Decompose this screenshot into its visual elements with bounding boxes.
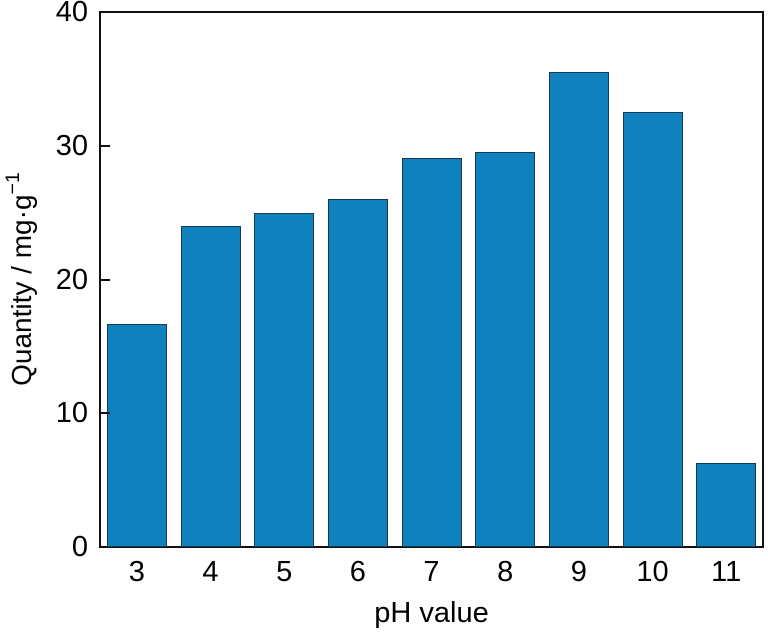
- y-tick-30: [101, 144, 110, 147]
- y-axis-title-exponent: −1: [1, 172, 24, 195]
- y-axis-title: Quantity / mg·g−1: [2, 172, 37, 386]
- bar-ph-8: [475, 152, 536, 547]
- bar-ph-7: [401, 157, 462, 547]
- bar-ph-9: [548, 72, 609, 547]
- x-tick-label-6: 6: [349, 556, 366, 588]
- y-tick-label-0: 0: [71, 531, 88, 563]
- plot-area: [100, 12, 763, 547]
- x-tick-label-5: 5: [276, 556, 293, 588]
- x-axis-title: pH value: [374, 597, 489, 629]
- y-tick-10: [101, 412, 110, 415]
- bar-ph-5: [254, 212, 315, 547]
- y-tick-20: [101, 278, 110, 281]
- x-tick-label-8: 8: [497, 556, 514, 588]
- x-tick-label-4: 4: [202, 556, 219, 588]
- bar-ph-3: [106, 323, 167, 547]
- x-tick-label-10: 10: [636, 556, 669, 588]
- y-axis-title-base: Quantity / mg·g: [6, 194, 37, 386]
- y-tick-label-40: 40: [55, 0, 88, 28]
- bar-ph-10: [622, 112, 683, 547]
- x-tick-label-9: 9: [570, 556, 587, 588]
- y-tick-label-10: 10: [55, 397, 88, 430]
- y-tick-label-20: 20: [55, 263, 88, 296]
- bar-ph-4: [180, 226, 241, 547]
- y-tick-label-30: 30: [55, 129, 88, 162]
- bar-ph-6: [327, 199, 388, 547]
- x-tick-label-7: 7: [423, 556, 440, 588]
- x-tick-label-11: 11: [711, 556, 742, 588]
- bar-ph-11: [696, 463, 757, 547]
- x-tick-label-3: 3: [128, 556, 145, 588]
